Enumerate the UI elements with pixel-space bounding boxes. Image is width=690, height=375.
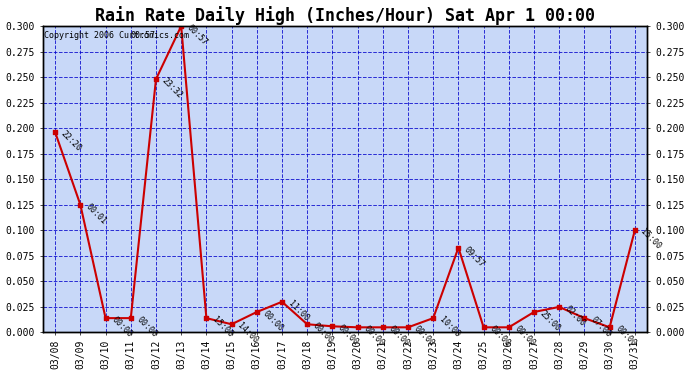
Point [126,315,137,321]
Text: 22:20: 22:20 [59,129,83,153]
Point [251,309,262,315]
Text: 11:00: 11:00 [286,299,310,323]
Text: 07:00: 07:00 [589,315,613,339]
Point [100,315,111,321]
Text: 00:01: 00:01 [85,202,108,226]
Point [503,324,514,330]
Text: 00:00: 00:00 [387,324,411,349]
Text: 02:00: 02:00 [564,304,587,328]
Text: 10:00: 10:00 [437,315,462,339]
Text: 00:00: 00:00 [412,324,436,349]
Point [327,323,338,329]
Point [579,315,590,321]
Text: 09:57: 09:57 [462,245,486,269]
Text: 00:00: 00:00 [488,324,512,349]
Point [604,324,615,330]
Point [226,321,237,327]
Point [302,321,313,327]
Text: 14:00: 14:00 [236,321,260,345]
Text: 00:00: 00:00 [135,315,159,339]
Point [402,324,413,330]
Point [352,324,363,330]
Text: 15:00: 15:00 [210,315,235,339]
Point [377,324,388,330]
Point [529,309,540,315]
Text: 00:00: 00:00 [362,324,386,349]
Point [176,23,187,29]
Point [478,324,489,330]
Text: 00:57: 00:57 [186,23,209,47]
Point [453,244,464,250]
Text: 25:00: 25:00 [538,309,562,333]
Text: 00:00: 00:00 [261,309,285,333]
Text: 00:00: 00:00 [110,315,134,339]
Text: 23:32: 23:32 [160,76,184,101]
Point [75,202,86,208]
Point [277,299,288,305]
Text: 00:00: 00:00 [614,324,638,349]
Point [428,315,439,321]
Point [553,304,564,310]
Text: 15:00: 15:00 [639,228,663,252]
Point [629,227,640,233]
Text: Copyright 2006 Curtronics.com: Copyright 2006 Curtronics.com [43,31,189,40]
Text: 00:00: 00:00 [513,324,537,349]
Point [201,315,212,321]
Text: 00:00: 00:00 [311,321,335,345]
Point [50,129,61,135]
Point [150,76,161,82]
Text: 00:57: 00:57 [130,31,155,40]
Text: 00:00: 00:00 [337,324,361,348]
Title: Rain Rate Daily High (Inches/Hour) Sat Apr 1 00:00: Rain Rate Daily High (Inches/Hour) Sat A… [95,6,595,24]
